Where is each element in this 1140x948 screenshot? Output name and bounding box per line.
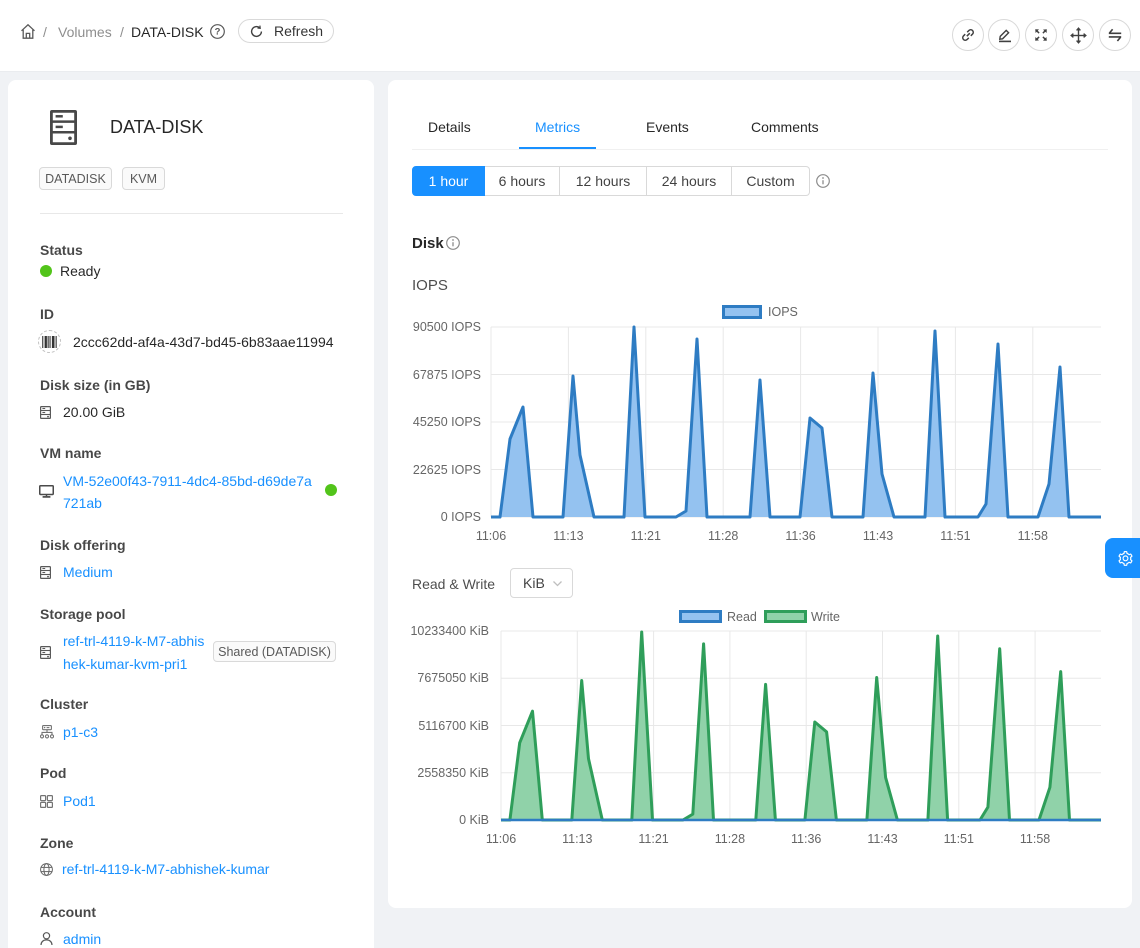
- svg-text:90500 IOPS: 90500 IOPS: [413, 320, 481, 334]
- svg-text:?: ?: [215, 27, 221, 38]
- svg-text:11:21: 11:21: [631, 529, 661, 543]
- svg-text:Write: Write: [811, 610, 840, 624]
- svg-text:0 IOPS: 0 IOPS: [441, 510, 481, 524]
- svg-text:11:36: 11:36: [785, 529, 815, 543]
- svg-text:11:58: 11:58: [1020, 832, 1050, 846]
- svg-text:22625 IOPS: 22625 IOPS: [413, 463, 481, 477]
- svg-text:11:43: 11:43: [867, 832, 897, 846]
- svg-text:11:36: 11:36: [791, 832, 821, 846]
- svg-text:11:06: 11:06: [486, 832, 516, 846]
- svg-text:0 KiB: 0 KiB: [459, 813, 489, 827]
- svg-text:67875 IOPS: 67875 IOPS: [413, 368, 481, 382]
- svg-text:10233400 KiB: 10233400 KiB: [410, 624, 489, 638]
- svg-text:Read: Read: [727, 610, 757, 624]
- svg-text:11:43: 11:43: [863, 529, 893, 543]
- svg-text:45250 IOPS: 45250 IOPS: [413, 415, 481, 429]
- svg-text:11:28: 11:28: [715, 832, 745, 846]
- svg-text:IOPS: IOPS: [768, 305, 798, 319]
- svg-text:2558350 KiB: 2558350 KiB: [417, 766, 489, 780]
- svg-text:11:58: 11:58: [1018, 529, 1048, 543]
- svg-text:7675050 KiB: 7675050 KiB: [417, 671, 489, 685]
- svg-text:11:28: 11:28: [708, 529, 738, 543]
- svg-text:5116700 KiB: 5116700 KiB: [418, 719, 489, 733]
- svg-text:11:13: 11:13: [562, 832, 592, 846]
- svg-text:11:51: 11:51: [940, 529, 970, 543]
- svg-text:11:06: 11:06: [476, 529, 506, 543]
- svg-text:11:51: 11:51: [944, 832, 974, 846]
- svg-text:11:21: 11:21: [638, 832, 668, 846]
- svg-text:11:13: 11:13: [553, 529, 583, 543]
